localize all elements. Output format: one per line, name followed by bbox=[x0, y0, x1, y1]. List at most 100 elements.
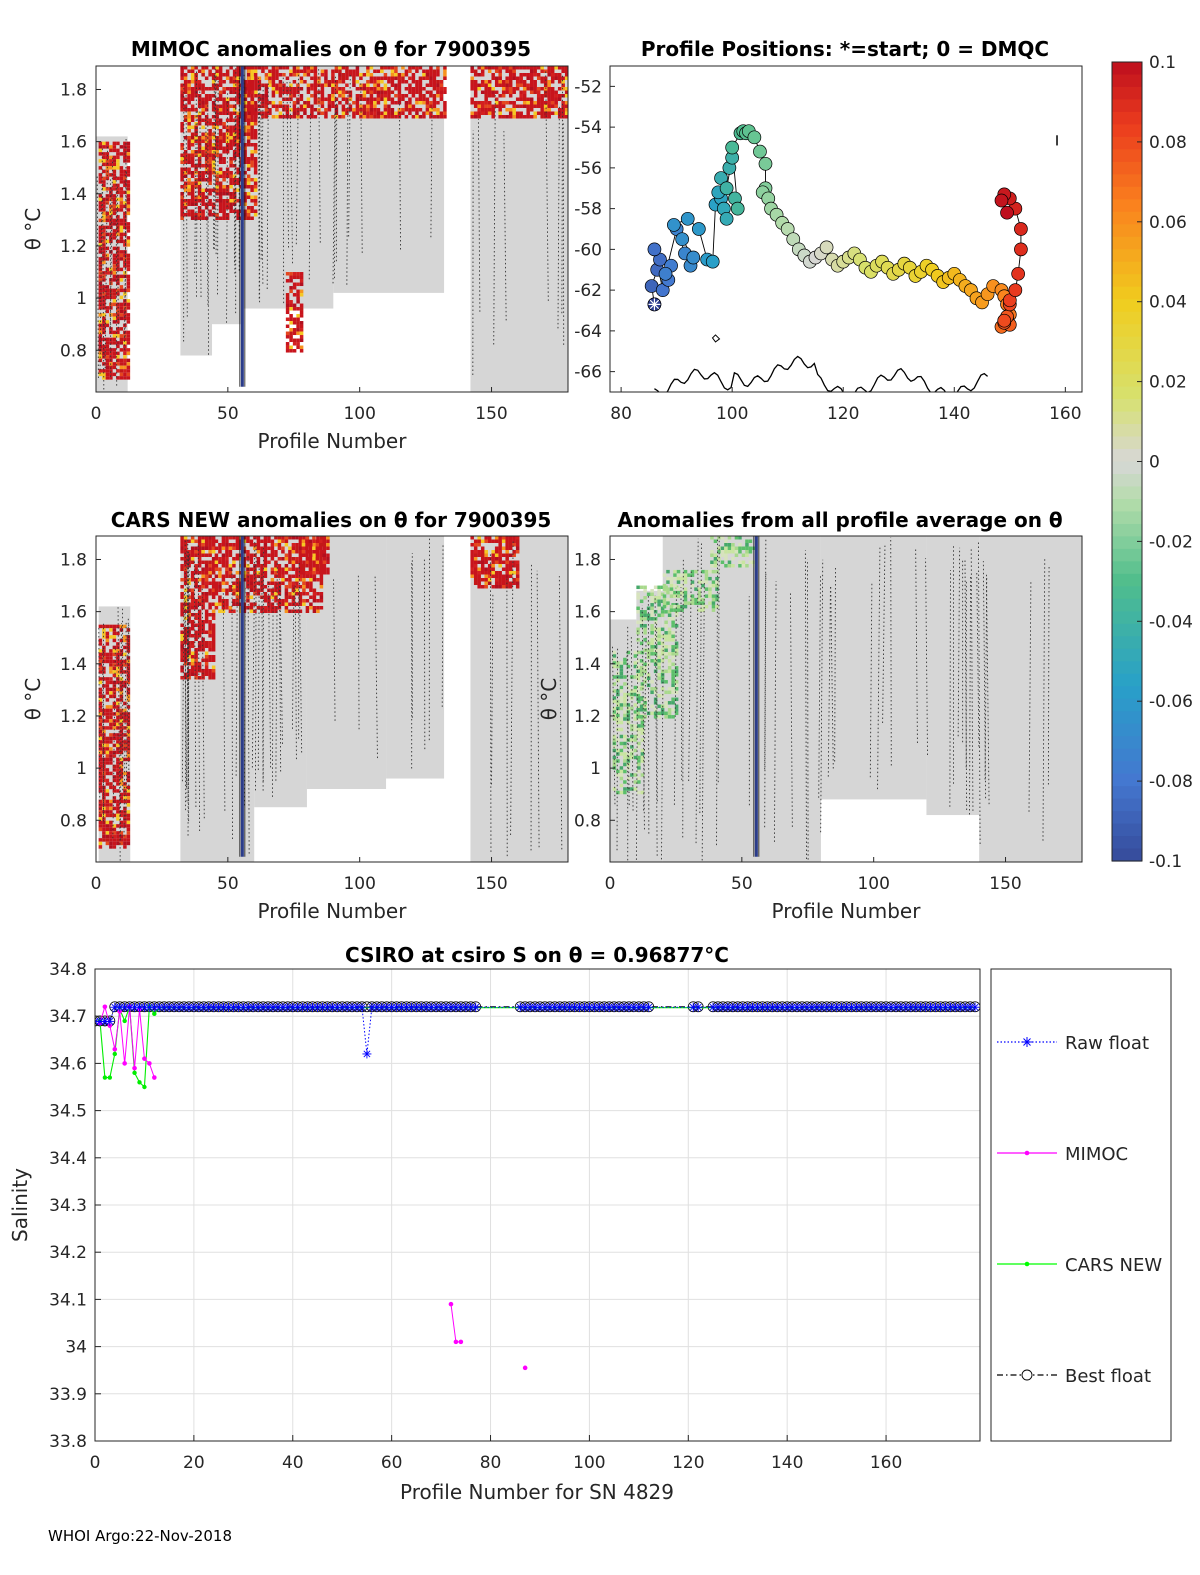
anomaly-cell bbox=[299, 314, 304, 318]
anomaly-cell bbox=[218, 560, 222, 564]
anomaly-cell bbox=[312, 560, 316, 564]
anomaly-cell bbox=[436, 115, 440, 119]
anomaly-cell bbox=[232, 87, 237, 91]
anomaly-cell bbox=[487, 94, 492, 98]
anomaly-cell bbox=[112, 638, 117, 643]
anomaly-cell bbox=[112, 789, 117, 793]
anomaly-cell bbox=[345, 76, 349, 80]
anomaly-cell bbox=[119, 302, 124, 307]
anomaly-cell bbox=[295, 574, 299, 578]
anomaly-cell bbox=[105, 841, 110, 846]
anomaly-cell bbox=[501, 553, 506, 557]
anomaly-cell bbox=[123, 645, 127, 650]
anomaly-cell bbox=[187, 199, 191, 203]
anomaly-cell bbox=[249, 567, 254, 571]
anomaly-cell bbox=[218, 132, 223, 136]
profile-position-point bbox=[994, 193, 1009, 208]
anomaly-cell bbox=[383, 104, 388, 108]
anomaly-cell bbox=[211, 122, 216, 126]
anomaly-cell bbox=[183, 546, 188, 550]
anomaly-cell bbox=[208, 129, 212, 133]
anomaly-cell bbox=[540, 115, 544, 119]
y-tick-label: 1.4 bbox=[60, 185, 87, 205]
anomaly-cell bbox=[116, 302, 120, 307]
anomaly-cell bbox=[183, 104, 188, 108]
anomaly-cell bbox=[650, 659, 654, 663]
anomaly-cell bbox=[671, 652, 675, 656]
anomaly-cell bbox=[480, 578, 485, 582]
anomaly-cell bbox=[436, 90, 440, 94]
anomaly-cell bbox=[671, 715, 675, 719]
anomaly-cell bbox=[180, 167, 184, 171]
anomaly-cell bbox=[278, 90, 283, 94]
anomaly-cell bbox=[116, 803, 120, 807]
anomaly-cell bbox=[676, 587, 681, 591]
anomaly-cell bbox=[204, 595, 209, 599]
anomaly-cell bbox=[253, 199, 258, 203]
raw-float-star-stroke bbox=[121, 1003, 129, 1011]
anomaly-cell bbox=[215, 87, 219, 91]
anomaly-cell bbox=[734, 550, 739, 554]
profile-position-point bbox=[667, 218, 681, 232]
anomaly-cell bbox=[187, 672, 191, 676]
anomaly-cell bbox=[222, 146, 226, 150]
anomaly-cell bbox=[116, 750, 120, 755]
anomaly-cell bbox=[338, 73, 342, 77]
anomaly-cell bbox=[299, 87, 304, 91]
anomaly-cell bbox=[112, 838, 117, 842]
anomaly-cell bbox=[183, 574, 188, 578]
anomaly-cell bbox=[126, 827, 131, 832]
contour-line bbox=[976, 572, 980, 747]
anomaly-cell bbox=[197, 550, 202, 554]
contour-line bbox=[199, 85, 202, 298]
anomaly-cell bbox=[201, 69, 205, 73]
anomaly-cell bbox=[646, 648, 651, 653]
anomaly-cell bbox=[315, 553, 320, 557]
anomaly-cell bbox=[394, 73, 398, 77]
anomaly-cell bbox=[292, 90, 297, 94]
anomaly-cell bbox=[470, 97, 474, 101]
contour-line bbox=[477, 118, 481, 312]
anomaly-cell bbox=[322, 560, 327, 564]
anomaly-cell bbox=[98, 663, 103, 667]
anomaly-cell bbox=[305, 536, 310, 540]
anomaly-cell bbox=[271, 76, 276, 80]
anomaly-cell bbox=[98, 782, 103, 786]
anomaly-cell bbox=[116, 355, 120, 359]
anomaly-cell bbox=[116, 838, 120, 842]
anomaly-cell bbox=[623, 699, 627, 704]
anomaly-cell bbox=[190, 104, 195, 108]
contour-line bbox=[656, 623, 658, 802]
anomaly-cell bbox=[102, 292, 106, 296]
anomaly-cell bbox=[619, 671, 624, 676]
anomaly-cell bbox=[674, 652, 679, 656]
anomaly-cell bbox=[208, 613, 212, 617]
anomaly-cell bbox=[491, 111, 495, 115]
anomaly-cell bbox=[183, 108, 188, 112]
anomaly-cell bbox=[123, 813, 127, 818]
anomaly-cell bbox=[298, 539, 303, 543]
anomaly-cell bbox=[529, 69, 534, 73]
contour-line bbox=[695, 538, 699, 844]
anomaly-cell bbox=[211, 543, 216, 547]
anomaly-cell bbox=[270, 553, 275, 557]
anomaly-cell bbox=[316, 536, 320, 540]
anomaly-cell bbox=[715, 569, 719, 574]
anomaly-cell bbox=[657, 673, 661, 677]
anomaly-cell bbox=[512, 73, 516, 77]
anomaly-cell bbox=[473, 104, 478, 108]
anomaly-cell bbox=[671, 638, 675, 642]
anomaly-cell bbox=[190, 599, 195, 603]
anomaly-cell bbox=[180, 206, 184, 210]
anomaly-cell bbox=[229, 136, 233, 140]
anomaly-cell bbox=[519, 97, 523, 101]
anomaly-cell bbox=[515, 560, 520, 564]
colorbar-segment bbox=[1112, 773, 1142, 787]
anomaly-cell bbox=[218, 97, 223, 101]
contour-line bbox=[102, 181, 105, 390]
anomaly-cell bbox=[98, 232, 103, 237]
anomaly-cell bbox=[292, 66, 297, 70]
anomaly-cell bbox=[221, 599, 226, 603]
anomaly-cell bbox=[123, 348, 127, 352]
cars-new-point bbox=[102, 1075, 108, 1080]
